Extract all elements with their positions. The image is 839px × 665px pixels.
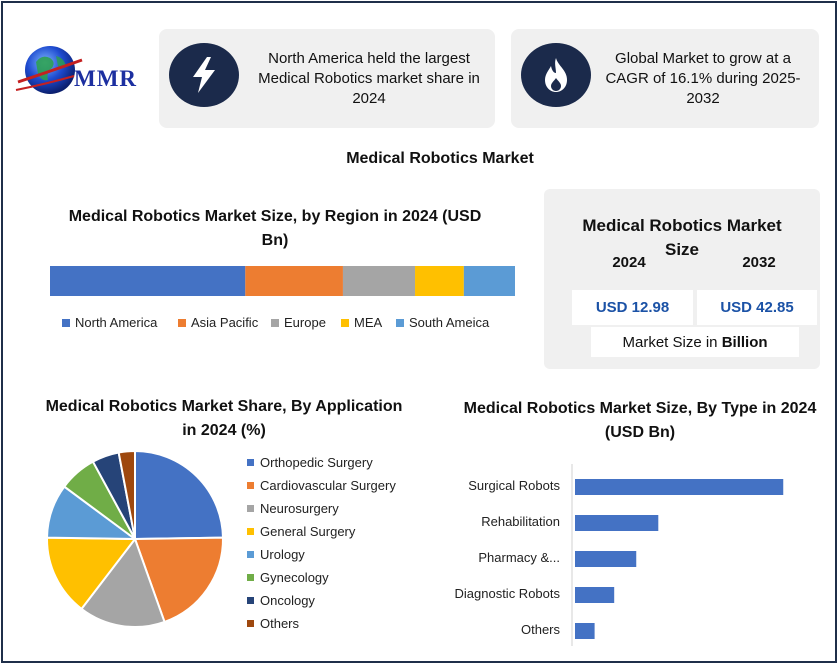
logo-text: MMR: [74, 66, 138, 91]
callout-text: Global Market to grow at a CAGR of 16.1%…: [605, 50, 801, 107]
region-legend-item: Europe: [271, 315, 326, 330]
market-size-panel: Medical Robotics Market Size 2024 2032 U…: [544, 189, 820, 369]
year-2032: 2032: [742, 254, 776, 271]
pie-slice-others: [117, 449, 136, 540]
legend-swatch: [396, 318, 404, 327]
legend-label: Urology: [260, 547, 305, 562]
type-category-label: Pharmacy &...: [478, 550, 560, 565]
pie-slice-orthopedic-surgery: [134, 449, 225, 541]
application-legend-item: General Surgery: [247, 524, 355, 539]
legend-swatch: [247, 551, 254, 558]
type-bar-surgical-robots: [575, 479, 784, 495]
legend-swatch: [247, 459, 254, 466]
pie-slice-general-surgery: [46, 536, 138, 611]
size-unit-bold: Billion: [721, 333, 768, 351]
size-unit-note: Market Size in Billion: [591, 327, 799, 357]
application-legend-item: Gynecology: [247, 570, 329, 585]
pie-slice-cardiovascular-surgery: [133, 536, 224, 624]
legend-swatch: [341, 318, 349, 327]
pie-slice-neurosurgery: [80, 536, 166, 628]
application-legend-item: Others: [247, 616, 299, 631]
type-category-label: Others: [520, 622, 560, 637]
legend-swatch: [271, 318, 279, 327]
legend-label: North America: [75, 315, 158, 330]
region-legend-item: South Ameica: [396, 315, 489, 330]
legend-swatch: [247, 620, 254, 627]
main-title: Medical Robotics Market: [346, 150, 534, 167]
lightning-icon-badge: [169, 43, 239, 107]
type-category-label: Rehabilitation: [481, 514, 560, 529]
type-category-label: Surgical Robots: [468, 478, 560, 493]
region-segment-asia-pacific: [245, 266, 343, 296]
legend-label: Neurosurgery: [260, 501, 339, 516]
type-chart-title: Medical Robotics Market Size, By Type in…: [463, 400, 817, 441]
value-2024: USD 12.98: [572, 290, 693, 325]
region-segment-south-ameica: [463, 266, 515, 296]
legend-swatch: [62, 318, 70, 327]
legend-label: Others: [260, 616, 300, 631]
region-segment-north-america: [50, 266, 246, 296]
callout-cagr: Global Market to grow at a CAGR of 16.1%…: [511, 29, 819, 128]
legend-label: General Surgery: [260, 524, 356, 539]
application-chart-title: Medical Robotics Market Share, By Applic…: [45, 398, 403, 439]
application-legend-item: Neurosurgery: [247, 501, 339, 516]
region-legend-item: MEA: [341, 315, 382, 330]
value-2032: USD 42.85: [697, 290, 817, 325]
legend-swatch: [247, 528, 254, 535]
callout-text: North America held the largest Medical R…: [258, 50, 480, 107]
flame-icon-badge: [521, 43, 591, 107]
flame-icon: [545, 58, 567, 92]
application-legend-item: Oncology: [247, 593, 315, 608]
type-category-label: Diagnostic Robots: [454, 586, 561, 601]
globe-icon: [15, 46, 83, 94]
legend-label: Cardiovascular Surgery: [260, 478, 396, 493]
size-panel-title: Medical Robotics Market Size: [582, 216, 782, 259]
application-legend-item: Urology: [247, 547, 305, 562]
year-2024: 2024: [612, 254, 646, 271]
type-bar-diagnostic-robots: [575, 587, 615, 603]
type-bar-others: [575, 623, 595, 639]
legend-label: Oncology: [260, 593, 315, 608]
lightning-icon: [193, 57, 215, 93]
legend-swatch: [247, 505, 254, 512]
legend-label: Asia Pacific: [191, 315, 259, 330]
mmr-logo: MMR: [14, 42, 146, 102]
region-segment-mea: [415, 266, 464, 296]
region-segment-europe: [342, 266, 416, 296]
type-bar-rehabilitation: [575, 515, 659, 531]
application-legend-item: Orthopedic Surgery: [247, 455, 373, 470]
legend-swatch: [247, 597, 254, 604]
legend-swatch: [178, 318, 186, 327]
size-unit-prefix: Market Size in: [622, 333, 722, 351]
region-chart-title: Medical Robotics Market Size, by Region …: [68, 208, 482, 249]
type-bar-chart: [571, 464, 784, 646]
region-legend-item: Asia Pacific: [178, 315, 258, 330]
application-legend-item: Cardiovascular Surgery: [247, 478, 396, 493]
type-bar-pharmacy: [575, 551, 637, 567]
legend-label: South Ameica: [409, 315, 490, 330]
application-pie-chart: [45, 449, 225, 628]
legend-label: Europe: [284, 315, 326, 330]
callout-largest-share: North America held the largest Medical R…: [159, 29, 495, 128]
region-stacked-bar: [50, 266, 515, 296]
region-legend-item: North America: [62, 315, 157, 330]
legend-label: MEA: [354, 315, 383, 330]
legend-label: Orthopedic Surgery: [260, 455, 373, 470]
legend-swatch: [247, 574, 254, 581]
legend-label: Gynecology: [260, 570, 329, 585]
legend-swatch: [247, 482, 254, 489]
